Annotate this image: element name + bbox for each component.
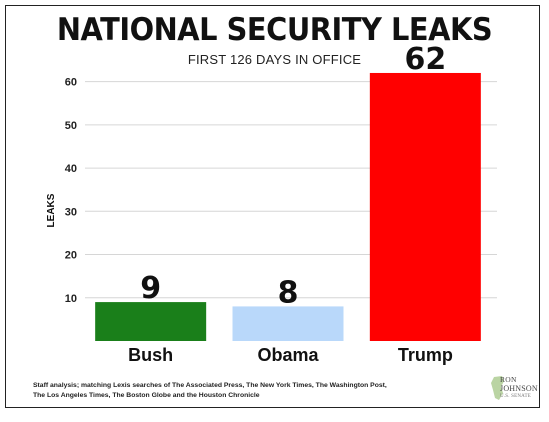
y-tick-label: 60 [65,77,77,89]
data-label: 62 [404,42,446,77]
logo-line-1: RON [500,375,517,384]
data-label: 9 [140,271,161,306]
x-tick-label: Trump [398,345,453,365]
y-tick-label: 30 [65,206,77,218]
chart-subtitle: FIRST 126 DAYS IN OFFICE [187,52,362,67]
x-tick-label: Bush [128,345,173,365]
source-line-2: The Los Angeles Times, The Boston Globe … [33,392,260,399]
x-tick-label: Obama [257,345,319,365]
bar-bush [95,302,207,341]
bar-trump [369,72,481,341]
logo-line-2: JOHNSON [500,384,538,393]
y-tick-label: 10 [65,293,77,305]
y-tick-label: 40 [65,163,77,175]
logo-line-3: U.S. SENATE [500,394,531,399]
bar-obama [232,306,344,341]
y-tick-label: 50 [65,120,77,132]
y-axis-label: LEAKS [46,193,57,227]
data-label: 8 [278,275,299,310]
source-note: Staff analysis; matching Lexis searches … [33,381,387,401]
chart-title: NATIONAL SECURITY LEAKS [56,12,493,48]
y-tick-label: 20 [65,250,77,262]
senator-logo-icon [491,376,504,400]
source-line-1: Staff analysis; matching Lexis searches … [33,382,387,389]
